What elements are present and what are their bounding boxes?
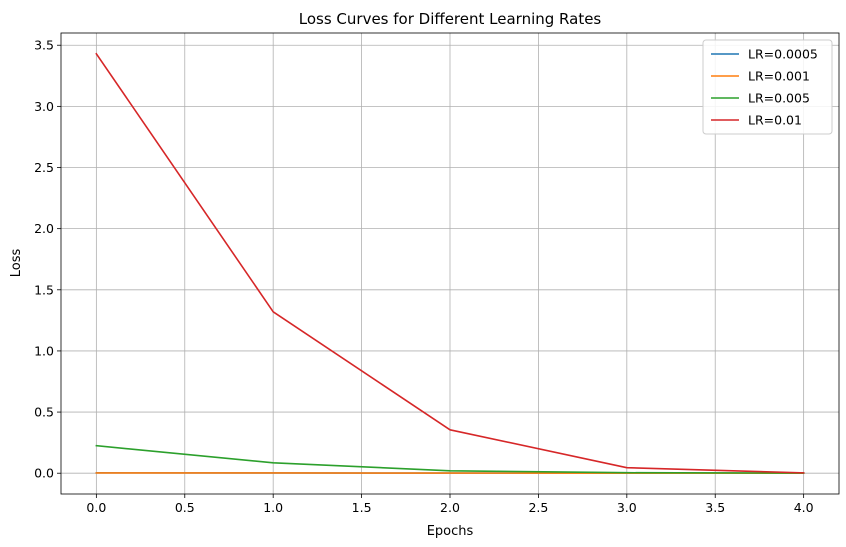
- y-axis-label: Loss: [9, 249, 24, 278]
- x-tick-label: 1.5: [352, 500, 372, 515]
- x-tick-label: 0.0: [86, 500, 106, 515]
- x-tick-label: 3.0: [617, 500, 637, 515]
- x-tick-label: 0.5: [175, 500, 195, 515]
- x-tick-label: 2.0: [440, 500, 460, 515]
- x-tick-label: 3.5: [705, 500, 725, 515]
- y-tick-label: 3.5: [34, 38, 54, 53]
- x-tick-label: 4.0: [794, 500, 814, 515]
- legend: LR=0.0005 LR=0.001 LR=0.005 LR=0.01: [702, 39, 833, 135]
- legend-label: LR=0.0005: [748, 47, 818, 62]
- x-tick-label: 2.5: [528, 500, 548, 515]
- y-tick-label: 0.0: [34, 466, 54, 481]
- legend-box: [702, 39, 833, 135]
- grid: [61, 33, 839, 494]
- y-tick-label: 1.5: [34, 282, 54, 297]
- y-tick-label: 2.0: [34, 221, 54, 236]
- chart-title: Loss Curves for Different Learning Rates: [299, 10, 602, 28]
- y-tick-label: 3.0: [34, 99, 54, 114]
- x-tick-label: 1.0: [263, 500, 283, 515]
- legend-label: LR=0.01: [748, 113, 802, 128]
- y-tick-label: 2.5: [34, 160, 54, 175]
- y-tick-label: 1.0: [34, 343, 54, 358]
- legend-label: LR=0.001: [748, 69, 810, 84]
- axis-ticks: 0.0 0.5 1.0 1.5 2.0 2.5 3.0 3.5 4.0 0.0 0.5 1.0 1.5 2…: [34, 38, 814, 515]
- x-axis-label: Epochs: [427, 524, 474, 539]
- legend-label: LR=0.005: [748, 91, 810, 106]
- series-lines: [95, 52, 805, 475]
- series-line-LR=0.005: [95, 444, 805, 474]
- y-tick-label: 0.5: [34, 405, 54, 420]
- series-line-LR=0.01: [95, 52, 805, 474]
